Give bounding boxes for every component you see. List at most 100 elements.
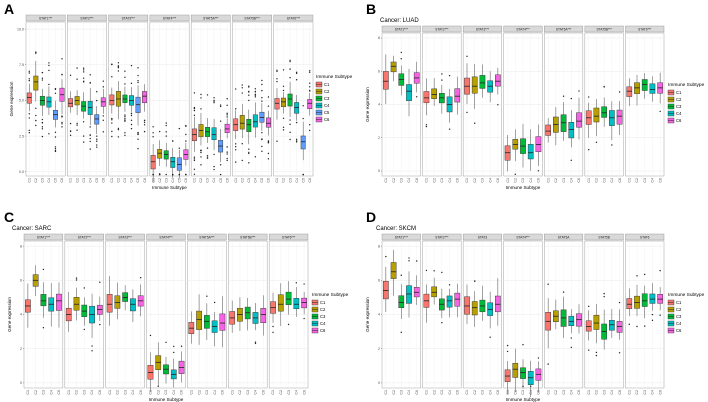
box-outlier xyxy=(111,63,113,65)
box-body xyxy=(40,294,47,307)
x-tick-label: C6 xyxy=(455,390,459,395)
facet-label: STAT2*** xyxy=(78,235,92,239)
x-tick-label: C6 xyxy=(267,178,271,183)
facet-panel xyxy=(149,21,190,177)
box-outlier xyxy=(89,137,91,140)
box-outlier xyxy=(408,257,410,259)
panel-letter: B xyxy=(366,1,376,17)
box-outlier xyxy=(248,99,250,102)
box-outlier xyxy=(466,55,468,58)
box-outlier xyxy=(200,151,202,154)
box-outlier xyxy=(289,119,291,121)
box-outlier xyxy=(226,104,228,106)
box-body xyxy=(274,98,280,110)
x-tick-label: C3 xyxy=(643,178,647,183)
box-outlier xyxy=(82,141,85,143)
x-tick-label: C4 xyxy=(47,178,51,183)
box-outlier xyxy=(185,140,187,142)
box-outlier xyxy=(61,123,63,125)
box-outlier xyxy=(28,72,30,74)
box-outlier xyxy=(309,82,311,84)
box-outlier xyxy=(82,67,85,69)
box-outlier xyxy=(309,70,311,72)
x-tick-label: C6 xyxy=(618,390,622,395)
box-outlier xyxy=(309,129,311,132)
box-outlier xyxy=(152,136,154,138)
facet-strip xyxy=(544,25,584,33)
box-outlier xyxy=(213,301,216,304)
box-outlier xyxy=(193,109,196,112)
box-outlier xyxy=(588,349,590,351)
box-body xyxy=(26,92,32,104)
x-tick-label: C4 xyxy=(254,178,258,183)
box-outlier xyxy=(137,81,139,84)
legend-label: C4 xyxy=(676,111,682,116)
box-outlier xyxy=(603,295,605,298)
box-outlier xyxy=(130,64,133,67)
box-body xyxy=(527,144,534,160)
facet-label: STAT1*** xyxy=(395,235,409,239)
facet-strip xyxy=(187,233,227,241)
box-outlier xyxy=(289,68,291,70)
box-outlier xyxy=(48,62,50,64)
y-tick-label: 6 xyxy=(378,69,380,73)
x-tick-label: C3 xyxy=(246,390,250,395)
x-tick-label: C5 xyxy=(136,178,140,183)
box-outlier xyxy=(213,165,215,168)
box-outlier xyxy=(149,334,152,337)
box-outlier xyxy=(295,72,298,75)
box-outlier xyxy=(400,331,402,334)
box-outlier xyxy=(254,96,257,98)
box-outlier xyxy=(272,325,274,328)
box-body xyxy=(301,297,307,309)
box-outlier xyxy=(302,105,304,107)
panel-letter: C xyxy=(4,209,14,225)
x-tick-label: C4 xyxy=(448,390,452,395)
box-body xyxy=(287,93,293,107)
box-outlier xyxy=(287,323,290,326)
x-tick-label: C1 xyxy=(425,390,429,395)
facet-strip xyxy=(584,25,624,33)
box-outlier xyxy=(96,135,98,137)
box-body xyxy=(130,298,136,312)
box-outlier xyxy=(35,52,37,54)
box-outlier xyxy=(41,128,44,130)
box-outlier xyxy=(124,76,126,79)
box-outlier xyxy=(96,140,98,142)
box-body xyxy=(68,98,74,108)
box-body xyxy=(593,314,600,330)
box-outlier xyxy=(267,96,270,98)
box-outlier xyxy=(111,117,113,120)
x-tick-label: C3 xyxy=(123,390,127,395)
y-tick-label: 6 xyxy=(378,279,380,283)
legend-label: C3 xyxy=(676,104,682,109)
x-tick-label: C4 xyxy=(213,390,217,395)
x-tick-label: C4 xyxy=(295,178,299,183)
facet-label: STAT3 xyxy=(478,235,488,239)
x-tick-label: C6 xyxy=(225,178,229,183)
facet-strip xyxy=(228,233,268,241)
box-outlier xyxy=(158,173,161,176)
box-outlier xyxy=(261,131,263,134)
panel-b: B Cancer: LUAD Gene expression 0 2 4 6 8 STAT1**… xyxy=(365,1,705,190)
facet-label: STAT6*** xyxy=(638,27,652,31)
box-body xyxy=(211,127,217,141)
x-tick-label: C4 xyxy=(212,178,216,183)
box-outlier xyxy=(448,128,451,130)
facet-label: STAT5B*** xyxy=(244,16,260,20)
box-outlier xyxy=(226,98,228,100)
x-tick-label: C2 xyxy=(595,390,599,395)
y-axis-title: Gene expression xyxy=(365,297,370,332)
box-outlier xyxy=(35,119,37,122)
cancer-title: Cancer: LUAD xyxy=(380,18,419,24)
box-outlier xyxy=(226,146,228,148)
box-outlier xyxy=(178,147,181,149)
box-outlier xyxy=(54,131,57,134)
box-body xyxy=(479,75,486,89)
box-outlier xyxy=(41,121,44,124)
box-outlier xyxy=(76,122,78,125)
box-outlier xyxy=(636,275,638,277)
facet-label: STAT4*** xyxy=(516,27,530,31)
box-outlier xyxy=(48,64,50,67)
facet-label: STAT4*** xyxy=(159,235,173,239)
